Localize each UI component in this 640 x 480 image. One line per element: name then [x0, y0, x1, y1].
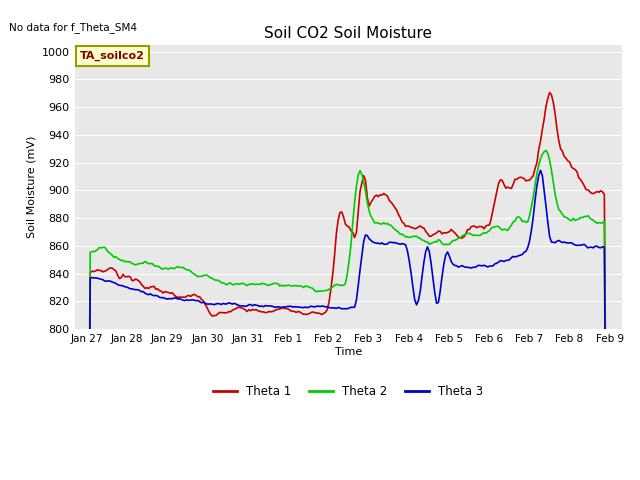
Theta 3	[537, 168, 545, 173]
Theta 3	[129, 286, 136, 292]
Line: Theta 2: Theta 2	[86, 150, 610, 480]
Theta 2	[531, 182, 539, 188]
Text: TA_soilco2: TA_soilco2	[80, 51, 145, 61]
Theta 1	[546, 90, 554, 96]
Theta 1	[544, 96, 552, 101]
Theta 2	[522, 219, 530, 225]
Theta 3	[562, 240, 570, 246]
Theta 1	[531, 166, 539, 171]
Line: Theta 1: Theta 1	[86, 93, 610, 480]
Theta 2	[542, 147, 550, 153]
Theta 2	[129, 261, 136, 266]
Text: No data for f_Theta_SM4: No data for f_Theta_SM4	[9, 22, 137, 33]
Theta 2	[347, 242, 355, 248]
Line: Theta 3: Theta 3	[86, 170, 610, 480]
Theta 1	[129, 278, 136, 284]
Theta 2	[546, 157, 554, 163]
Y-axis label: Soil Moisture (mV): Soil Moisture (mV)	[26, 136, 36, 238]
Theta 3	[522, 249, 530, 254]
Theta 2	[562, 215, 570, 220]
Theta 1	[562, 156, 570, 161]
Theta 1	[347, 228, 355, 234]
Title: Soil CO2 Soil Moisture: Soil CO2 Soil Moisture	[264, 25, 432, 41]
Theta 3	[531, 197, 539, 203]
Legend: Theta 1, Theta 2, Theta 3: Theta 1, Theta 2, Theta 3	[209, 380, 488, 403]
Theta 3	[546, 234, 554, 240]
Theta 3	[347, 304, 355, 310]
Theta 1	[522, 178, 530, 184]
X-axis label: Time: Time	[335, 347, 362, 357]
